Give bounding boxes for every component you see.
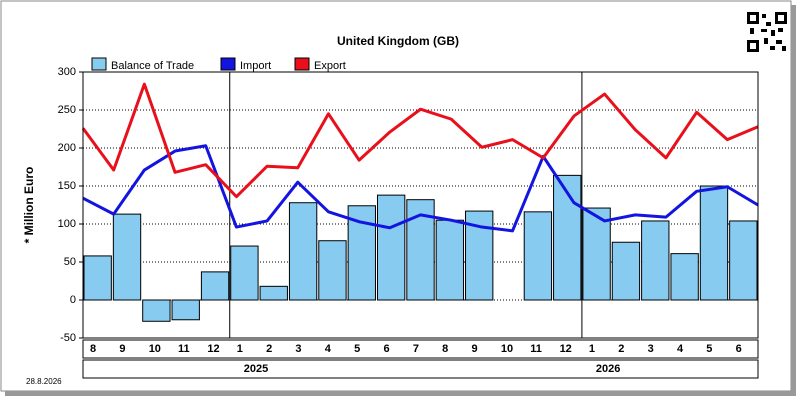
bar <box>699 185 729 301</box>
bar <box>318 240 347 301</box>
legend-swatch <box>91 57 107 71</box>
x-tick-label: 12 <box>207 343 219 355</box>
bar <box>582 207 611 301</box>
y-tick-label: -50 <box>60 332 76 344</box>
shadow <box>791 5 796 395</box>
x-tick-label: 4 <box>677 343 684 355</box>
x-tick-label: 4 <box>325 343 332 355</box>
x-tick-label: 10 <box>149 343 161 355</box>
y-tick-label: 0 <box>70 294 76 306</box>
y-tick-label: 200 <box>58 142 76 154</box>
year-label: 2026 <box>596 363 620 375</box>
x-tick-label: 1 <box>237 343 243 355</box>
bar <box>641 220 670 301</box>
bar <box>611 241 641 301</box>
month-row <box>82 339 759 359</box>
legend-label: Import <box>240 60 271 72</box>
qr-code <box>747 12 787 52</box>
bar <box>200 271 230 301</box>
bar <box>376 194 406 301</box>
x-tick-label: 6 <box>383 343 389 355</box>
bar <box>142 299 171 322</box>
x-tick-label: 9 <box>472 343 478 355</box>
x-tick-label: 11 <box>178 343 190 355</box>
y-tick-label: 250 <box>58 104 76 116</box>
x-tick-label: 8 <box>442 343 448 355</box>
chart-title: United Kingdom (GB) <box>337 34 459 48</box>
bar <box>553 174 582 301</box>
x-tick-label: 6 <box>736 343 742 355</box>
x-tick-label: 2 <box>266 343 272 355</box>
bar <box>729 220 758 301</box>
plot-border <box>82 71 759 339</box>
x-tick-label: 11 <box>530 343 542 355</box>
line <box>81 82 759 199</box>
bar <box>435 219 465 301</box>
x-tick-label: 3 <box>648 343 654 355</box>
bar <box>112 213 142 301</box>
x-tick-label: 10 <box>501 343 513 355</box>
x-tick-label: 5 <box>706 343 712 355</box>
bar <box>171 299 200 321</box>
legend-swatch <box>220 57 236 71</box>
y-tick-label: 50 <box>64 256 76 268</box>
x-tick-label: 2 <box>618 343 624 355</box>
bar <box>83 255 112 301</box>
bar <box>523 211 553 301</box>
bar <box>259 285 288 301</box>
date-stamp: 28.8.2026 <box>26 377 62 386</box>
x-tick-label: 5 <box>354 343 360 355</box>
x-tick-label: 1 <box>589 343 595 355</box>
x-tick-label: 7 <box>413 343 419 355</box>
legend-label: Balance of Trade <box>111 60 194 72</box>
bar <box>230 245 259 301</box>
x-tick-label: 9 <box>119 343 125 355</box>
shadow <box>5 391 796 396</box>
legend-label: Export <box>314 60 346 72</box>
y-axis-label: * Million Euro <box>22 167 36 244</box>
bar <box>288 202 318 301</box>
line <box>82 144 759 233</box>
y-tick-label: 150 <box>58 180 76 192</box>
year-row <box>82 359 759 379</box>
x-tick-label: 12 <box>560 343 572 355</box>
legend-swatch <box>294 57 310 71</box>
year-label: 2025 <box>244 363 268 375</box>
y-tick-label: 300 <box>58 66 76 78</box>
x-tick-label: 8 <box>90 343 96 355</box>
y-tick-label: 100 <box>58 218 76 230</box>
bar <box>670 253 699 301</box>
x-tick-label: 3 <box>295 343 301 355</box>
